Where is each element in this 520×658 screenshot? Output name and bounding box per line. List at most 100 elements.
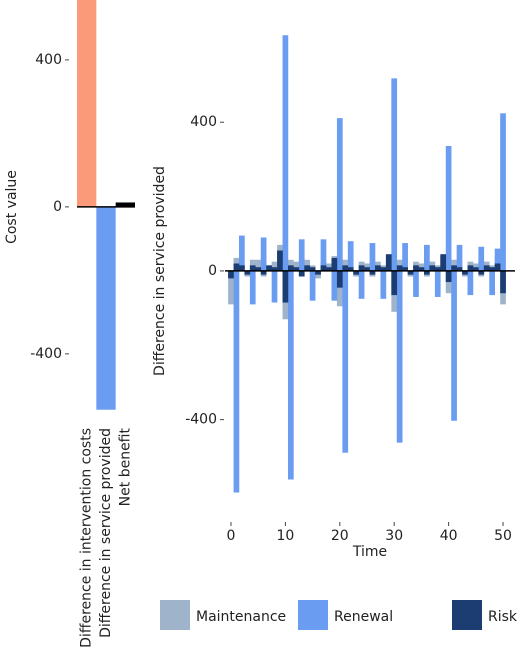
bar: [233, 270, 240, 493]
bar: [483, 265, 490, 271]
bar: [396, 265, 403, 271]
bar: [331, 257, 338, 271]
bar: [478, 270, 485, 275]
bar: [293, 267, 300, 271]
bar: [233, 263, 240, 271]
bar: [304, 265, 311, 271]
bar: [96, 206, 116, 410]
bar: [402, 267, 408, 271]
y-axis-label: Difference in service provided: [152, 166, 168, 376]
bar: [369, 270, 376, 275]
bar: [467, 270, 474, 296]
y-tick-label: 400: [35, 52, 62, 68]
bar: [434, 270, 441, 297]
bar: [489, 270, 496, 296]
bar: [282, 35, 289, 271]
bar: [336, 118, 343, 271]
bar: [239, 265, 245, 271]
bar: [358, 265, 365, 271]
y-tick-label: 0: [53, 199, 62, 215]
y-tick-label: 400: [190, 114, 217, 130]
x-tick-label: Difference in service provided: [98, 428, 114, 638]
bar: [396, 270, 403, 443]
legend-label: Maintenance: [196, 609, 286, 625]
bar: [424, 270, 430, 275]
bar: [244, 270, 251, 275]
bar: [413, 265, 419, 271]
bar: [277, 250, 283, 271]
bar: [494, 248, 501, 271]
legend-swatch: [160, 600, 190, 630]
bar: [309, 270, 316, 301]
bar: [342, 265, 349, 271]
bar: [391, 78, 398, 271]
bar: [260, 270, 267, 275]
bar: [380, 267, 387, 271]
bar: [228, 270, 234, 279]
x-tick-label: 20: [331, 528, 349, 544]
bar: [369, 243, 376, 271]
bar: [402, 243, 408, 271]
bar: [364, 267, 370, 271]
bar: [309, 267, 316, 271]
bar: [358, 270, 365, 299]
x-axis-label: Time: [352, 544, 387, 560]
bar: [456, 244, 463, 271]
bar: [462, 270, 468, 275]
bar: [429, 265, 436, 271]
x-tick-label: 40: [440, 528, 458, 544]
y-tick-label: 0: [208, 263, 217, 279]
bar: [347, 267, 354, 271]
bar: [375, 265, 381, 271]
bar: [385, 254, 392, 271]
bar: [391, 270, 398, 296]
bar: [320, 265, 327, 271]
bar: [434, 267, 441, 271]
bar: [331, 270, 338, 301]
bar: [336, 270, 343, 288]
bar: [467, 265, 474, 271]
bar: [413, 270, 419, 297]
bar: [282, 270, 289, 303]
bar: [494, 263, 501, 271]
bar: [451, 270, 457, 421]
bar: [239, 235, 245, 271]
bar: [326, 267, 332, 271]
bar: [456, 267, 463, 271]
bar: [298, 239, 305, 271]
bar: [489, 267, 496, 271]
bar: [77, 0, 97, 207]
bar: [407, 270, 414, 275]
bar: [298, 270, 305, 277]
bar: [249, 265, 256, 271]
legend-label: Renewal: [334, 609, 393, 625]
bar: [287, 270, 294, 480]
x-tick-label: 50: [494, 528, 512, 544]
x-tick-label: Difference in intervention costs: [79, 428, 95, 648]
bar: [342, 270, 349, 453]
bar: [445, 146, 452, 271]
bar: [249, 270, 256, 305]
bar: [500, 113, 506, 271]
bar: [380, 270, 387, 299]
bar: [418, 267, 425, 271]
x-tick-label: 10: [276, 528, 294, 544]
bar: [271, 267, 278, 271]
bar: [320, 239, 327, 271]
bar: [115, 202, 135, 207]
bar: [353, 270, 359, 275]
bar: [500, 270, 506, 294]
legend-swatch: [298, 600, 328, 630]
x-tick-label: 0: [227, 528, 236, 544]
x-tick-label: Net benefit: [117, 427, 133, 506]
bar: [228, 270, 234, 305]
bar: [271, 270, 278, 303]
bar: [424, 244, 430, 271]
bar: [266, 265, 272, 271]
y-tick-label: -400: [185, 412, 217, 428]
bar: [315, 270, 321, 275]
legend-label: Risk: [488, 609, 518, 625]
bar: [478, 246, 485, 271]
y-tick-label: -400: [30, 346, 62, 362]
